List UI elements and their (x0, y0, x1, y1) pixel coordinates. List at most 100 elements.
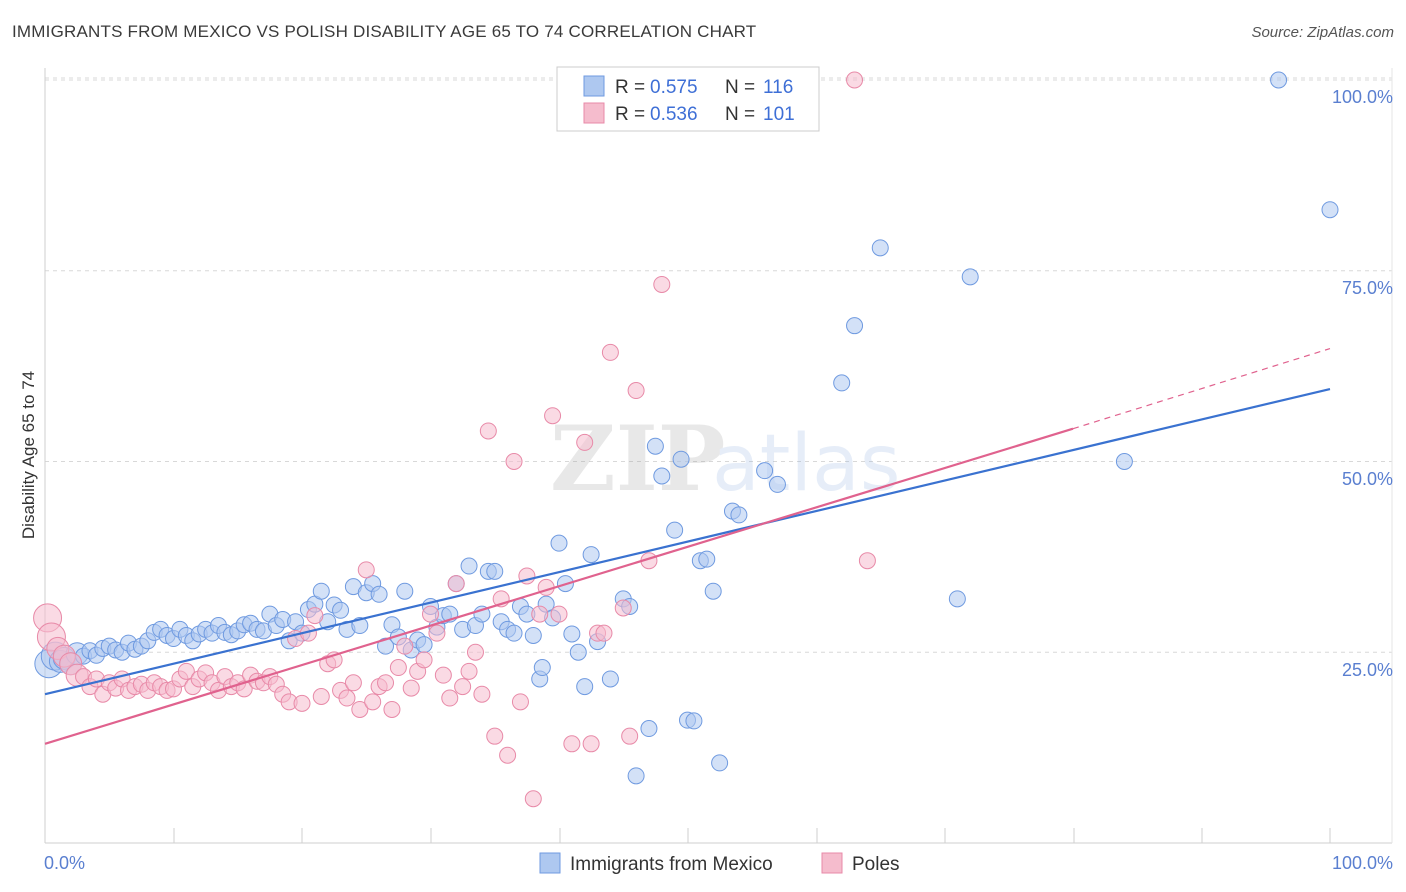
data-point (672, 450, 690, 468)
data-point (627, 382, 645, 400)
bottom-legend-label: Poles (852, 854, 900, 875)
data-point (415, 636, 433, 654)
data-point (768, 475, 786, 493)
watermark-atlas: atlas (712, 419, 901, 509)
data-point (486, 562, 504, 580)
data-point (511, 693, 529, 711)
data-point (627, 767, 645, 785)
x-tick-label: 100.0% (1332, 853, 1393, 873)
legend-swatch-pink (583, 102, 605, 124)
data-point (531, 605, 549, 623)
data-point (402, 679, 420, 697)
y-tick-label: 100.0% (1332, 87, 1393, 107)
data-point (533, 659, 551, 677)
watermark-zip: ZIP (550, 406, 725, 512)
data-point (730, 506, 748, 524)
data-point (383, 700, 401, 718)
data-point (1115, 453, 1133, 470)
legend-n-value: 116 (763, 77, 793, 98)
legend-n-label: N = (725, 104, 755, 125)
data-point (396, 637, 414, 655)
data-point (351, 617, 369, 635)
y-tick-label: 50.0% (1342, 469, 1393, 489)
data-point (871, 239, 889, 257)
data-point (756, 462, 774, 480)
chart-source: Source: ZipAtlas.com (1251, 24, 1394, 41)
y-tick-label: 75.0% (1342, 278, 1393, 298)
data-point (576, 433, 594, 451)
data-point (306, 607, 324, 625)
data-point (646, 437, 664, 455)
data-point (544, 407, 562, 425)
data-point (422, 605, 439, 623)
data-point (524, 790, 542, 808)
data-point (601, 670, 619, 688)
data-point (312, 582, 330, 600)
data-point (389, 659, 407, 677)
y-tick-labels: 25.0% 50.0% 75.0% 100.0% (1332, 87, 1393, 680)
gridlines (45, 77, 1392, 653)
bottom-legend-swatch-blue (539, 852, 561, 874)
data-point (948, 590, 966, 608)
data-point (576, 678, 594, 696)
correlation-legend: R = 0.575 N = 116 R = 0.536 N = 101 (556, 66, 820, 132)
data-point (614, 599, 632, 617)
trend-line-blue (44, 387, 1331, 696)
data-point (1321, 201, 1339, 219)
data-point (312, 688, 330, 706)
data-point (550, 605, 568, 623)
data-point (454, 678, 472, 696)
data-point (338, 689, 356, 707)
data-point (640, 720, 658, 738)
legend-r-label: R = (615, 104, 645, 125)
series-legend: Immigrants from Mexico Poles (539, 852, 900, 875)
data-point (479, 422, 497, 440)
data-point (415, 651, 433, 669)
data-point (434, 666, 452, 684)
data-point (961, 268, 979, 286)
data-point (377, 674, 395, 692)
data-point (698, 550, 716, 568)
y-tick-label: 25.0% (1342, 660, 1393, 680)
data-point (466, 643, 484, 661)
legend-swatch-blue (583, 75, 605, 97)
data-point (833, 374, 851, 392)
data-point (441, 689, 459, 707)
data-point (653, 275, 671, 293)
data-point (653, 467, 671, 485)
data-point (704, 582, 722, 600)
data-point (505, 624, 523, 642)
data-point (486, 727, 504, 745)
data-point (666, 521, 684, 539)
legend-n-value: 101 (763, 104, 795, 125)
y-axis-title: Disability Age 65 to 74 (19, 371, 38, 539)
data-point (569, 643, 587, 661)
data-point (846, 317, 864, 335)
data-point (550, 534, 568, 552)
x-tick-labels: 0.0% 100.0% (44, 853, 1393, 873)
data-point (177, 662, 195, 680)
data-point (1270, 71, 1288, 89)
data-point (601, 343, 619, 361)
data-point (370, 585, 388, 603)
data-point (344, 674, 362, 692)
trend-lines (44, 348, 1331, 745)
data-point (396, 582, 414, 600)
axes (44, 68, 1393, 844)
data-point (377, 637, 395, 655)
data-point (582, 735, 600, 753)
data-point (563, 735, 581, 753)
data-point (505, 453, 523, 470)
data-point (447, 575, 465, 593)
bottom-legend-swatch-pink (821, 852, 843, 874)
data-point (428, 624, 446, 642)
data-point (460, 557, 478, 575)
data-point (351, 700, 369, 718)
data-point (595, 624, 613, 642)
data-point (499, 746, 517, 764)
data-point (621, 727, 639, 745)
legend-r-value: 0.575 (650, 77, 698, 98)
data-point (858, 552, 876, 570)
data-point (357, 561, 375, 579)
